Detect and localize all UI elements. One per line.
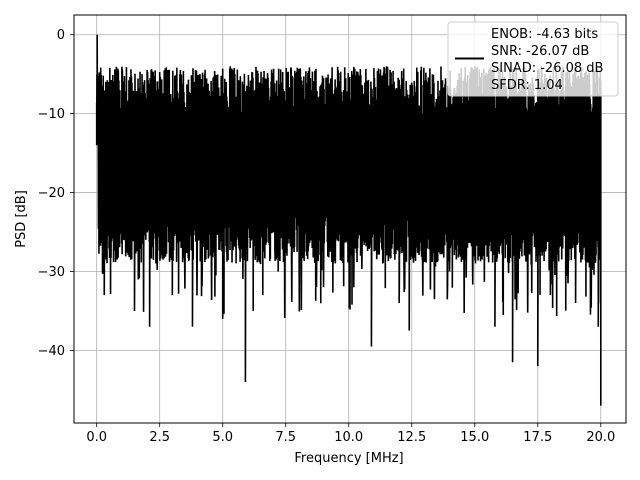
x-tick-label: 12.5 <box>397 430 426 445</box>
x-tick-label: 20.0 <box>586 430 615 445</box>
y-axis-ticks: 0 −10 −20 −30 −40 <box>38 28 74 359</box>
x-tick-label: 17.5 <box>523 430 552 445</box>
y-tick-label: 0 <box>57 28 65 43</box>
y-tick-label: −30 <box>38 265 65 280</box>
y-tick-label: −40 <box>38 344 65 359</box>
y-tick-label: −10 <box>38 107 65 122</box>
x-tick-label: 5.0 <box>212 430 233 445</box>
y-tick-label: −20 <box>38 186 65 201</box>
legend-enob: ENOB: -4.63 bits <box>491 27 598 42</box>
legend: ENOB: -4.63 bits SNR: -26.07 dB SINAD: -… <box>447 21 619 97</box>
legend-sfdr: SFDR: 1.04 <box>491 78 563 93</box>
legend-box <box>447 21 619 97</box>
x-axis-ticks: 0.0 2.5 5.0 7.5 10.0 12.5 15.0 17.5 20.0 <box>86 423 615 445</box>
y-axis-label: PSD [dB] <box>14 190 29 248</box>
plot-area <box>95 34 602 406</box>
psd-series-line <box>95 34 602 406</box>
x-tick-label: 2.5 <box>149 430 170 445</box>
legend-snr: SNR: -26.07 dB <box>491 44 589 59</box>
x-tick-label: 10.0 <box>334 430 363 445</box>
legend-sinad: SINAD: -26.08 dB <box>491 61 603 76</box>
x-tick-label: 0.0 <box>86 430 107 445</box>
x-axis-label: Frequency [MHz] <box>294 451 403 466</box>
axes-frame <box>73 14 627 424</box>
x-tick-label: 15.0 <box>460 430 489 445</box>
x-tick-label: 7.5 <box>275 430 296 445</box>
